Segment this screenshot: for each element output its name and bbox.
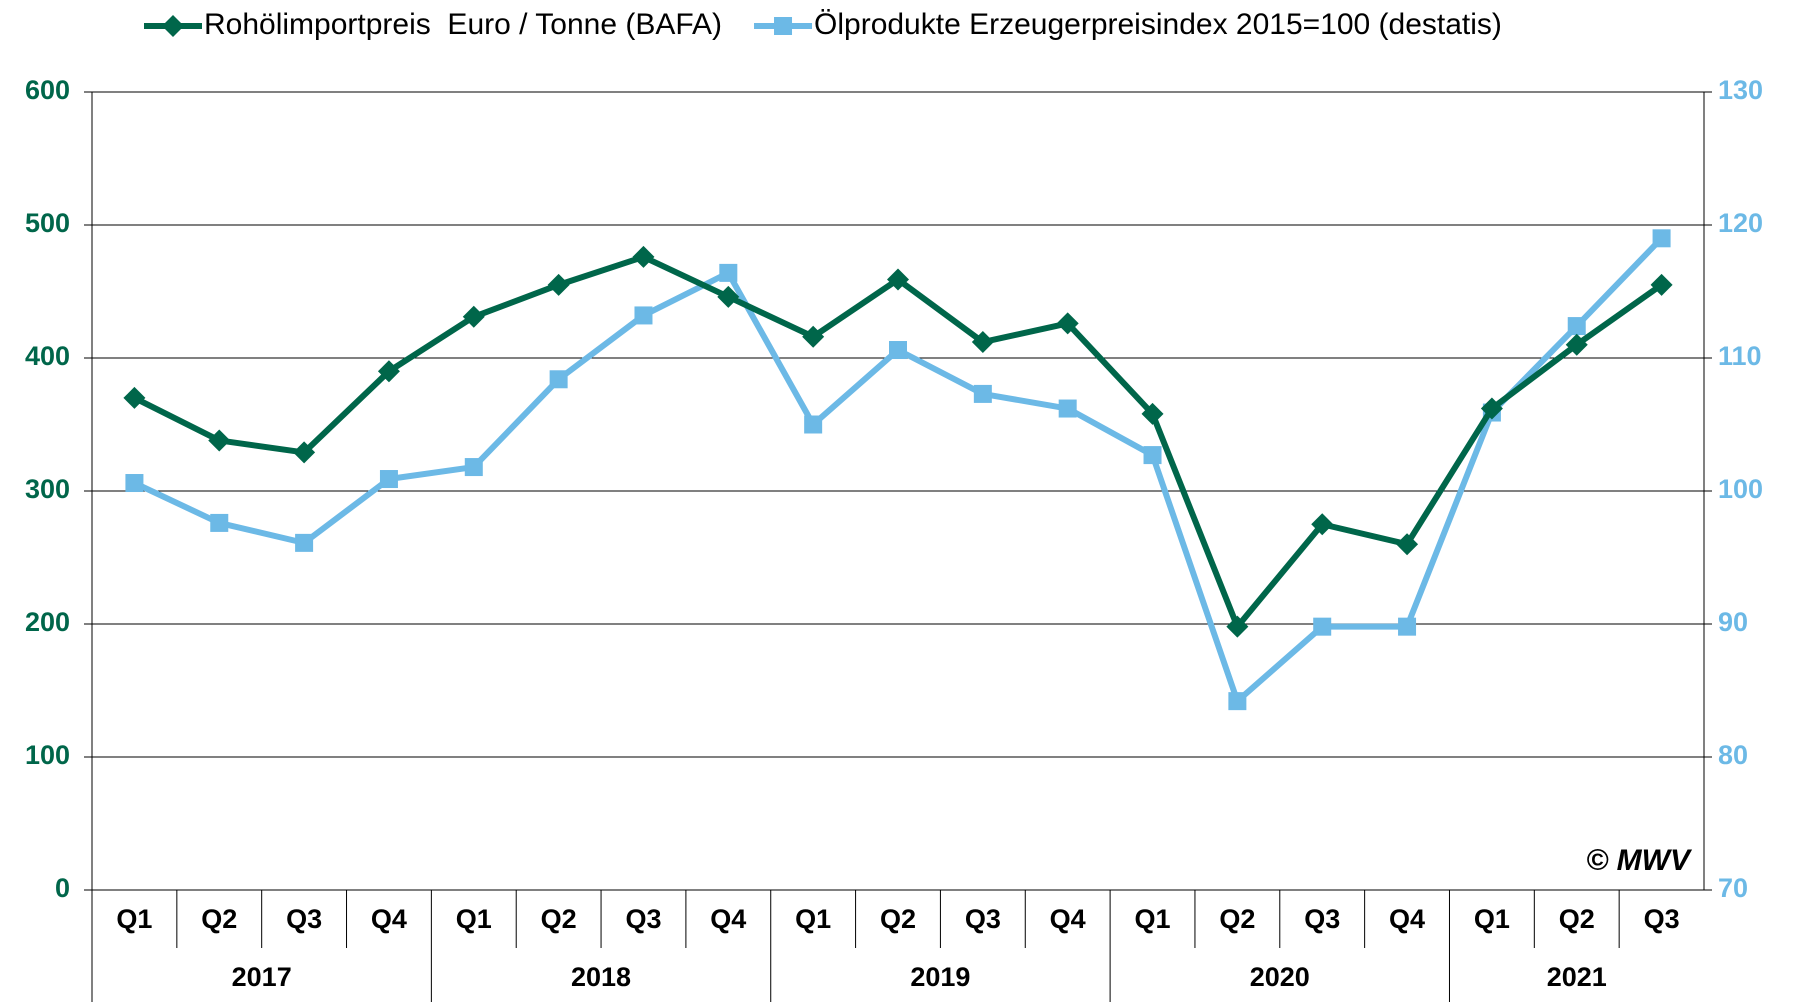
series-marker [1650, 273, 1673, 296]
x-tick-label: Q1 [1474, 904, 1510, 934]
series-marker [464, 458, 483, 477]
series-marker [377, 360, 400, 383]
x-tick-label: Q4 [371, 904, 407, 934]
series-marker [379, 470, 398, 489]
series-marker [125, 474, 144, 493]
series-marker [1143, 446, 1162, 465]
y-tick-label: 200 [25, 607, 70, 637]
series-line [133, 253, 1664, 630]
x-tick-label: Q1 [116, 904, 152, 934]
x-tick-label: Q1 [795, 904, 831, 934]
series-marker [210, 513, 229, 532]
series-marker [1480, 397, 1503, 420]
series-marker [1398, 617, 1417, 636]
x-group-label: 2017 [232, 962, 292, 992]
series-marker [1058, 399, 1077, 418]
series-marker [971, 331, 994, 354]
legend-marker [774, 17, 793, 35]
x-tick-label: Q3 [1644, 904, 1680, 934]
series-marker [634, 306, 653, 325]
x-group-label: 2020 [1250, 962, 1310, 992]
x-group-label: 2019 [910, 962, 970, 992]
series-marker [1141, 402, 1164, 425]
series-marker [719, 263, 738, 282]
series-marker [1565, 333, 1588, 356]
annotation: © MWV [1586, 844, 1693, 877]
series-marker [1313, 617, 1332, 636]
x-tick-label: Q4 [1050, 904, 1086, 934]
series-marker [123, 386, 146, 409]
x-tick-label: Q3 [965, 904, 1001, 934]
x-tick-label: Q3 [625, 904, 661, 934]
series-line [133, 236, 1664, 705]
x-group-label: 2021 [1547, 962, 1607, 992]
series-marker [1228, 692, 1247, 711]
x-tick-label: Q2 [201, 904, 237, 934]
x-tick-label: Q4 [1389, 904, 1425, 934]
series-marker [887, 268, 909, 291]
y2-tick-label: 70 [1718, 873, 1748, 903]
series-marker [802, 325, 825, 348]
series-marker [208, 429, 231, 452]
x-tick-label: Q1 [456, 904, 492, 934]
y2-tick-label: 130 [1718, 75, 1763, 105]
y-tick-label: 500 [25, 208, 70, 238]
series-marker [547, 273, 570, 296]
legend-label: Ölprodukte Erzeugerpreisindex 2015=100 (… [814, 8, 1502, 41]
series-marker [1396, 533, 1419, 556]
series-marker [973, 384, 992, 403]
x-tick-label: Q1 [1135, 904, 1171, 934]
y-tick-label: 100 [25, 740, 70, 770]
y2-tick-label: 120 [1718, 208, 1763, 238]
x-tick-label: Q3 [1304, 904, 1340, 934]
series-marker [1652, 229, 1671, 248]
series-marker [1226, 615, 1249, 638]
series-marker [804, 415, 823, 434]
series-marker [1056, 312, 1079, 335]
y-tick-label: 600 [25, 75, 70, 105]
series-marker [889, 341, 907, 360]
y2-tick-label: 110 [1718, 341, 1762, 371]
series-marker [717, 285, 740, 308]
series-marker [549, 370, 568, 389]
x-tick-label: Q2 [880, 904, 916, 934]
series-marker [1567, 317, 1586, 336]
series-marker [293, 441, 316, 464]
y2-tick-label: 80 [1718, 740, 1748, 770]
series-marker [1311, 513, 1334, 536]
legend-marker [162, 15, 184, 37]
x-tick-label: Q2 [541, 904, 577, 934]
series-marker [632, 245, 655, 268]
series-marker [462, 305, 485, 328]
y-tick-label: 300 [25, 474, 70, 504]
x-tick-label: Q2 [1559, 904, 1595, 934]
y-tick-label: 400 [25, 341, 70, 371]
y-tick-label: 0 [55, 873, 70, 903]
x-tick-label: Q2 [1219, 904, 1255, 934]
x-tick-label: Q3 [286, 904, 322, 934]
y2-tick-label: 90 [1718, 607, 1748, 637]
x-tick-label: Q4 [710, 904, 746, 934]
series-marker [295, 533, 314, 552]
y2-tick-label: 100 [1718, 474, 1763, 504]
x-group-label: 2018 [571, 962, 631, 992]
legend-label: Rohölimportpreis Euro / Tonne (BAFA) [204, 8, 722, 41]
